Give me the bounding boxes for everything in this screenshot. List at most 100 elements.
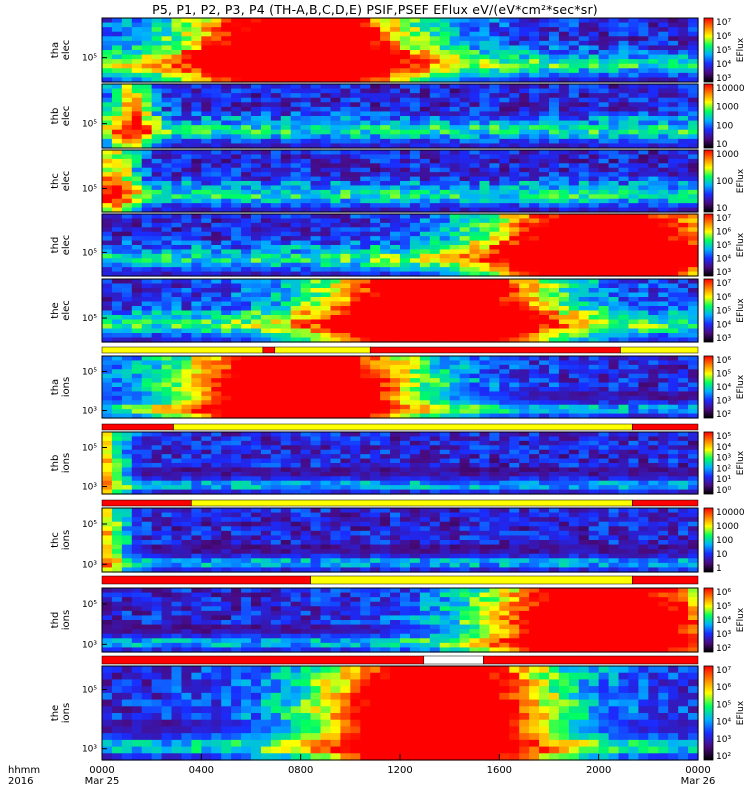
heatmap-cell xyxy=(260,18,272,24)
heatmap-cell xyxy=(449,360,461,366)
heatmap-cell xyxy=(479,373,490,379)
heatmap-cell xyxy=(330,198,341,204)
heatmap-cell xyxy=(300,271,312,277)
heatmap-cell xyxy=(141,328,153,334)
heatmap-cell xyxy=(171,116,183,122)
heatmap-cell xyxy=(558,88,570,94)
heatmap-cell xyxy=(350,214,361,220)
heatmap-cell xyxy=(121,378,133,384)
heatmap-cell xyxy=(469,360,481,366)
heatmap-cell xyxy=(300,45,312,51)
heatmap-cell xyxy=(221,391,232,397)
cbar-tick-the-elec: 10⁴ xyxy=(716,320,731,330)
heatmap-cell xyxy=(360,222,371,228)
heatmap-cell xyxy=(231,378,242,384)
heatmap-cell xyxy=(688,77,699,83)
heatmap-cell xyxy=(578,400,590,406)
heatmap-cell xyxy=(608,395,620,401)
heatmap-cell xyxy=(479,72,490,79)
heatmap-cell xyxy=(131,185,143,191)
chart-title: P5, P1, P2, P3, P4 (TH-A,B,C,D,E) PSIF,P… xyxy=(152,2,598,17)
heatmap-cell xyxy=(628,262,639,268)
heatmap-cell xyxy=(479,31,490,37)
heatmap-cell xyxy=(499,111,510,117)
heatmap-cell xyxy=(280,63,292,69)
heatmap-cell xyxy=(131,391,143,397)
heatmap-cell xyxy=(201,97,212,103)
heatmap-cell xyxy=(270,231,282,237)
heatmap-cell xyxy=(558,189,570,195)
heatmap-cell xyxy=(141,301,153,307)
heatmap-cell xyxy=(578,310,590,316)
heatmap-cell xyxy=(350,227,361,233)
heatmap-cell xyxy=(131,218,143,224)
heatmap-cell xyxy=(519,382,530,388)
heatmap-cell xyxy=(688,337,699,343)
heatmap-cell xyxy=(558,45,570,51)
heatmap-cell xyxy=(400,18,411,24)
heatmap-cell xyxy=(459,245,471,251)
heatmap-cell xyxy=(499,404,510,410)
heatmap-cell xyxy=(260,231,272,237)
heatmap-cell xyxy=(678,262,689,268)
heatmap-cell xyxy=(638,292,649,298)
heatmap-cell xyxy=(549,253,560,259)
ytick-tha-elec: 10⁵ xyxy=(82,54,97,64)
heatmap-cell xyxy=(558,337,570,343)
heatmap-cell xyxy=(519,181,530,187)
heatmap-cell xyxy=(459,97,471,103)
heatmap-cell xyxy=(181,154,192,160)
heatmap-cell xyxy=(131,315,143,321)
heatmap-cell xyxy=(568,59,580,65)
heatmap-cell xyxy=(340,297,351,303)
heatmap-cell xyxy=(608,31,620,37)
heatmap-cell xyxy=(251,258,262,264)
heatmap-cell xyxy=(131,360,143,366)
heatmap-cell xyxy=(668,214,679,220)
heatmap-cell xyxy=(479,258,490,264)
heatmap-cell xyxy=(598,45,610,51)
heatmap-cell xyxy=(260,249,272,255)
heatmap-cell xyxy=(628,249,639,255)
heatmap-cell xyxy=(201,120,212,126)
heatmap-cell xyxy=(598,245,610,251)
heatmap-cell xyxy=(558,301,570,307)
heatmap-cell xyxy=(668,231,679,237)
heatmap-cell xyxy=(102,18,113,24)
heatmap-cell xyxy=(102,50,113,56)
heatmap-cell xyxy=(370,356,381,362)
heatmap-cell xyxy=(449,315,461,321)
heatmap-cell xyxy=(618,262,630,268)
heatmap-cell xyxy=(121,77,133,83)
heatmap-cell xyxy=(479,36,490,42)
heatmap-cell xyxy=(509,337,520,343)
heatmap-cell xyxy=(549,227,560,233)
heatmap-cell xyxy=(141,31,153,37)
heatmap-cell xyxy=(131,258,143,264)
heatmap-cell xyxy=(549,337,560,343)
heatmap-cell xyxy=(638,310,649,316)
heatmap-cell xyxy=(231,333,242,339)
heatmap-cell xyxy=(181,72,192,79)
heatmap-cell xyxy=(539,249,550,255)
heatmap-cell xyxy=(350,40,361,47)
heatmap-cell xyxy=(330,189,341,195)
heatmap-cell xyxy=(578,319,590,325)
heatmap-cell xyxy=(549,63,560,69)
heatmap-cell xyxy=(688,22,699,28)
heatmap-cell xyxy=(588,203,600,209)
heatmap-cell xyxy=(519,253,530,259)
heatmap-cell xyxy=(151,214,163,220)
heatmap-cell xyxy=(529,382,540,388)
heatmap-cell xyxy=(102,120,113,126)
heatmap-cell xyxy=(320,369,332,375)
heatmap-cell xyxy=(390,227,401,233)
heatmap-cell xyxy=(509,387,520,393)
heatmap-cell xyxy=(221,315,232,321)
heatmap-cell xyxy=(251,245,262,251)
heatmap-cell xyxy=(121,163,133,169)
heatmap-cell xyxy=(181,77,192,83)
heatmap-cell xyxy=(270,189,282,195)
heatmap-cell xyxy=(102,283,113,289)
heatmap-cell xyxy=(588,391,600,397)
